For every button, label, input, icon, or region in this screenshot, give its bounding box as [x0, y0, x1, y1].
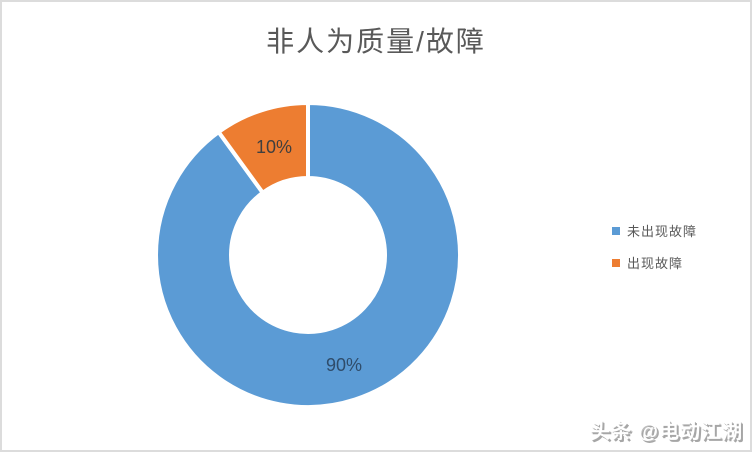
legend-item-fault: 出现故障	[612, 253, 697, 272]
donut-segment-fault	[215, 100, 310, 196]
watermark: 头条 @电动江湖	[589, 421, 743, 443]
legend-marker-fault-icon	[612, 258, 620, 267]
legend: 未出现故障 出现故障	[612, 221, 697, 272]
legend-label-no-fault: 未出现故障	[627, 224, 698, 239]
data-label-no-fault: 90%	[326, 355, 362, 375]
legend-marker-rect	[612, 258, 620, 267]
donut-segment-no-fault	[154, 100, 462, 409]
legend-item-no-fault: 未出现故障	[612, 221, 697, 240]
chart-title: 非人为质量/故障	[266, 26, 486, 57]
data-label-fault: 10%	[256, 137, 292, 157]
legend-marker-rect	[612, 226, 620, 235]
legend-label-fault: 出现故障	[627, 256, 684, 271]
legend-marker-no-fault-icon	[612, 226, 620, 235]
